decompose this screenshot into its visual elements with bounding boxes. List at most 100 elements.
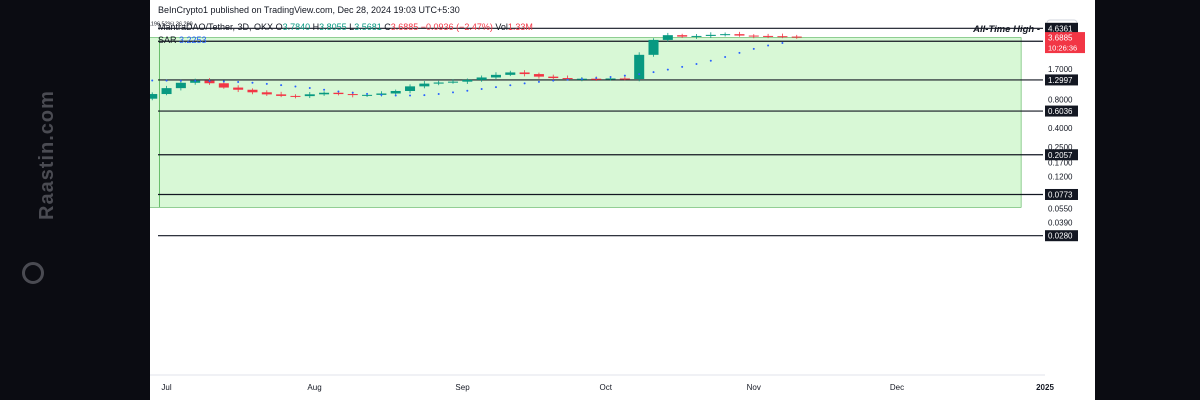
sar-dot xyxy=(509,84,512,87)
price-tick-label: 0.4000 xyxy=(1048,124,1073,133)
sar-dot xyxy=(366,92,369,95)
candle xyxy=(777,36,788,38)
candle xyxy=(662,35,673,40)
candle xyxy=(150,94,158,99)
sar-dot xyxy=(523,82,526,85)
candle xyxy=(677,35,688,37)
open-label: O xyxy=(275,22,283,32)
open-value: 3.7840 xyxy=(282,22,311,32)
level-label: 4.6361 xyxy=(1048,24,1073,33)
level-label: 0.2057 xyxy=(1048,151,1073,160)
candle xyxy=(505,72,516,75)
sar-dot xyxy=(351,91,354,94)
price-tick-label: 0.0550 xyxy=(1048,204,1073,213)
volume-label: Vol xyxy=(495,22,508,32)
candle xyxy=(247,89,258,93)
sar-dot xyxy=(638,73,641,76)
sar-legend: SAR 3.2253 xyxy=(158,35,207,45)
sar-dot xyxy=(738,51,741,54)
sar-dot xyxy=(380,93,383,96)
sar-dot xyxy=(695,62,698,65)
sar-value: 3.2253 xyxy=(179,35,207,45)
candle xyxy=(347,94,358,96)
time-tick-label: Sep xyxy=(455,383,470,392)
price-tick-label: 0.1200 xyxy=(1048,173,1073,182)
close-value: 3.6885 xyxy=(390,22,419,32)
candle xyxy=(705,34,716,36)
sar-dot xyxy=(752,47,755,50)
candle xyxy=(748,35,759,37)
sar-dot xyxy=(222,80,225,83)
sar-dot xyxy=(681,65,684,68)
volume-value: 1.33M xyxy=(507,22,533,32)
sar-dot xyxy=(208,80,211,83)
sar-dot xyxy=(652,71,655,74)
sar-dot xyxy=(480,88,483,91)
symbol-label: MantraDAO/Tether, 3D, OKX xyxy=(158,22,274,32)
last-price-box xyxy=(1045,32,1085,54)
sar-dot xyxy=(394,94,397,97)
chart-panel: 3.6299 (6,196.52%) 36,299 All-Time High -… xyxy=(150,0,1095,400)
level-label: 0.6036 xyxy=(1048,107,1073,116)
sar-dot xyxy=(566,78,569,81)
sar-dot xyxy=(265,82,268,85)
level-label-box xyxy=(1045,188,1078,200)
level-label: 0.0280 xyxy=(1048,232,1073,241)
level-label-box xyxy=(1045,22,1078,34)
price-tick-label: 0.8000 xyxy=(1048,96,1073,105)
sar-dot xyxy=(151,79,154,82)
watermark-text: Raastin.com xyxy=(36,90,58,220)
ath-annotation: All-Time High - xyxy=(972,24,1040,35)
candle xyxy=(261,92,272,95)
time-tick-label: Nov xyxy=(747,383,761,392)
sar-dot xyxy=(666,68,669,71)
sar-dot xyxy=(537,80,540,83)
level-label-box xyxy=(1045,105,1078,117)
countdown-label: 10:26:36 xyxy=(1048,44,1077,53)
level-label-box xyxy=(1045,230,1078,242)
left-watermark-strip: Raastin.com xyxy=(0,0,150,400)
time-tick-label: Jul xyxy=(161,383,171,392)
sar-dot xyxy=(179,79,182,82)
high-label: H xyxy=(312,22,320,32)
sar-dot xyxy=(781,42,784,45)
candle xyxy=(319,92,330,95)
ohlc-legend: MantraDAO/Tether, 3D, OKX O3.7840 H3.805… xyxy=(158,22,533,32)
price-axis-bg xyxy=(1045,0,1095,375)
time-tick-label: Aug xyxy=(307,383,321,392)
time-tick-label: Oct xyxy=(600,383,613,392)
candle xyxy=(304,94,315,97)
candle xyxy=(276,94,287,96)
price-tick-label: 1.7000 xyxy=(1048,65,1073,74)
sar-dot xyxy=(494,86,497,89)
sar-dot xyxy=(323,88,326,91)
candle xyxy=(233,87,244,90)
close-label: C xyxy=(384,22,391,32)
candle xyxy=(691,35,702,37)
candle xyxy=(476,77,487,80)
sar-dot xyxy=(237,81,240,84)
sar-dot xyxy=(437,93,440,96)
price-chart[interactable]: 3.6299 (6,196.52%) 36,299 All-Time High -… xyxy=(150,0,1095,400)
candle xyxy=(519,72,530,75)
sar-dot xyxy=(552,79,555,82)
sar-dot xyxy=(609,75,612,78)
candle xyxy=(490,74,501,78)
sar-label: SAR xyxy=(158,35,177,45)
low-value: 3.5681 xyxy=(354,22,382,32)
candle xyxy=(447,81,459,83)
candle xyxy=(462,79,473,82)
candle xyxy=(433,82,444,84)
change-value: −0.0936 (−2.47%) xyxy=(420,22,493,32)
watermark-logo-icon xyxy=(22,262,44,284)
candle xyxy=(175,82,186,89)
high-value: 3.8055 xyxy=(319,22,347,32)
low-label: L xyxy=(349,22,355,32)
candle xyxy=(648,39,659,55)
sar-dot xyxy=(724,56,727,59)
candle xyxy=(333,92,344,95)
candle xyxy=(161,88,172,95)
sar-dot xyxy=(280,84,283,87)
price-tick-label: 0.1700 xyxy=(1048,158,1073,167)
level-label: 0.0773 xyxy=(1048,190,1073,199)
